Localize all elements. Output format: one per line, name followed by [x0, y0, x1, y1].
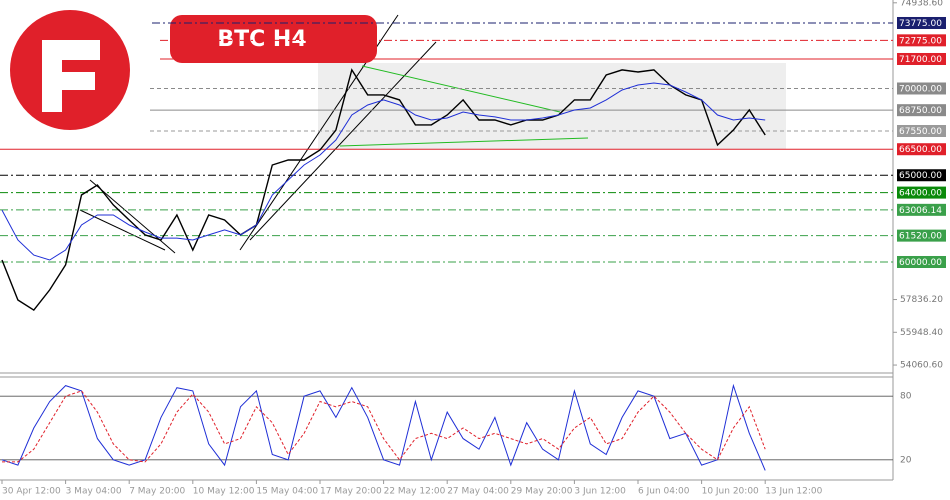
- trend-line: [89, 179, 176, 254]
- level-label-box: [897, 186, 946, 199]
- level-label-box: [897, 169, 946, 182]
- series-line: [1, 68, 766, 312]
- level-label-box: [897, 203, 946, 216]
- level-label-box: [897, 229, 946, 242]
- level-label: 64000.00: [899, 189, 942, 199]
- range-box: [318, 63, 786, 149]
- level-label: 66500.00: [899, 145, 942, 155]
- level-label-box: [897, 124, 946, 137]
- level-label-box: [897, 16, 946, 29]
- series-line: [2, 390, 766, 463]
- level-label: 61520.00: [899, 232, 942, 242]
- x-tick-label: 13 Jun 12:00: [765, 487, 822, 497]
- title-box: [170, 15, 377, 63]
- y-tick-label: 55948.40: [900, 328, 943, 338]
- level-label-box: [897, 143, 946, 156]
- x-tick-label: 10 Jun 20:00: [702, 487, 759, 497]
- level-label-box: [897, 82, 946, 95]
- y-tick-label: 20: [900, 455, 912, 465]
- x-tick-label: 27 May 04:00: [447, 487, 509, 497]
- x-tick-label: 22 May 12:00: [384, 487, 446, 497]
- x-tick-label: 3 Jun 12:00: [574, 487, 626, 497]
- level-label-box: [897, 34, 946, 47]
- level-label: 63006.14: [899, 206, 942, 216]
- x-tick-label: 17 May 20:00: [320, 487, 382, 497]
- x-tick-label: 3 May 04:00: [66, 487, 122, 497]
- x-tick-label: 10 May 12:00: [193, 487, 255, 497]
- y-tick-label: 54060.60: [900, 361, 943, 371]
- level-label: 70000.00: [899, 84, 942, 94]
- y-tick-label: 74938.60: [900, 0, 943, 8]
- level-label: 73775.00: [899, 19, 942, 29]
- logo: [10, 10, 130, 130]
- level-label-box: [897, 255, 946, 268]
- y-tick-label: 80: [900, 392, 912, 402]
- trend-line: [249, 41, 437, 241]
- level-label: 60000.00: [899, 258, 942, 268]
- triangle-line: [339, 137, 589, 147]
- level-label: 68750.00: [899, 106, 942, 116]
- level-label: 67550.00: [899, 127, 942, 137]
- level-label-box: [897, 104, 946, 117]
- chart-title: BTC H4: [217, 27, 306, 52]
- x-tick-label: 30 Apr 12:00: [2, 487, 61, 497]
- x-tick-label: 29 May 20:00: [511, 487, 573, 497]
- level-label: 65000.00: [899, 171, 942, 181]
- level-label: 72775.00: [899, 36, 942, 46]
- triangle-line: [361, 65, 561, 113]
- level-label: 71700.00: [899, 55, 942, 65]
- series-line: [1, 82, 766, 261]
- y-tick-label: 57836.20: [900, 295, 943, 305]
- x-tick-label: 6 Jun 04:00: [638, 487, 690, 497]
- x-tick-label: 7 May 20:00: [129, 487, 185, 497]
- series-line: [1, 383, 766, 471]
- x-tick-label: 15 May 04:00: [256, 487, 318, 497]
- level-label-box: [897, 52, 946, 65]
